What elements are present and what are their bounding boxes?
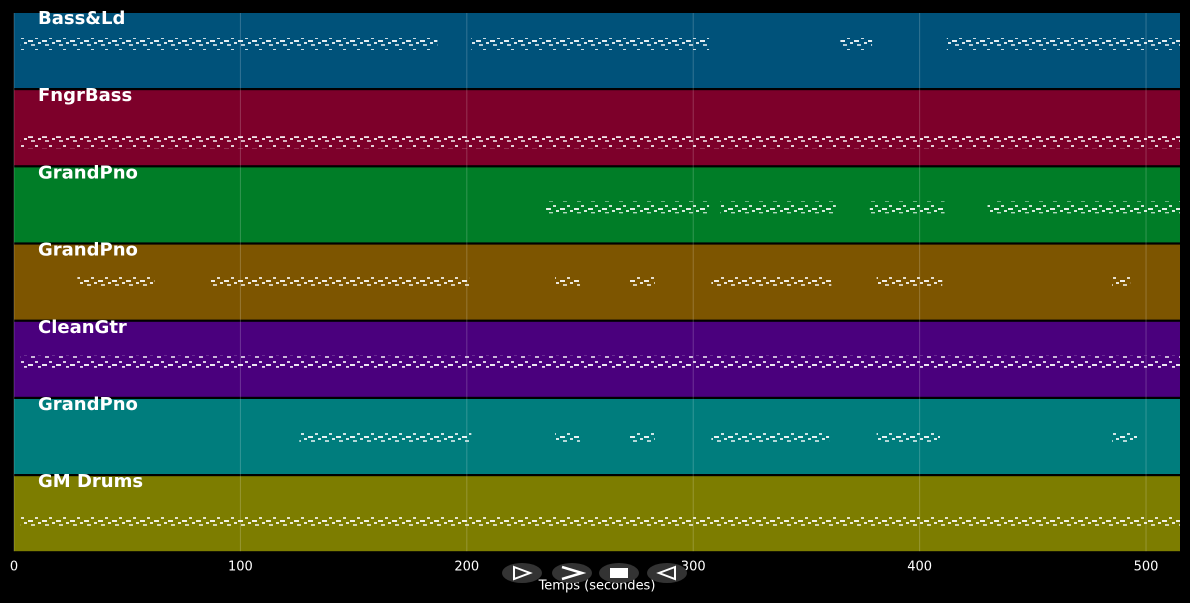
track-lane: [14, 476, 1180, 552]
note-segment: [876, 431, 941, 443]
x-axis: 0 100 200 300 400 500: [10, 13, 1159, 575]
note-segment: [840, 38, 873, 50]
note-segment: [946, 38, 1180, 50]
note-segment: [20, 136, 1180, 149]
x-tick-label: 300: [681, 560, 706, 575]
note-segment: [555, 431, 581, 443]
x-tick-label: 200: [454, 560, 479, 575]
track-name: Bass&Ld: [38, 8, 125, 29]
note-segment: [629, 431, 655, 443]
track-name: GrandPno: [38, 240, 138, 261]
note-segment: [720, 201, 836, 214]
note-segment: [299, 431, 472, 443]
note-segment: [1112, 431, 1137, 443]
track-lane: [14, 13, 1180, 88]
x-tick-label: 400: [907, 560, 932, 575]
x-tick-label: 0: [10, 560, 18, 575]
note-segment: [876, 275, 943, 288]
track-name: GM Drums: [38, 471, 143, 492]
forward-button[interactable]: [552, 563, 592, 583]
note-segment: [546, 201, 710, 214]
note-segment: [711, 275, 832, 288]
track-lane: [14, 90, 1180, 166]
note-segment: [987, 201, 1180, 214]
note-segment: [77, 275, 155, 288]
note-segment: [711, 431, 830, 443]
lanes: Bass&Ld FngrBass GrandPno GrandPno CleanGtr G…: [14, 8, 1180, 552]
x-tick-label: 500: [1134, 560, 1159, 575]
note-segment: [20, 514, 1180, 527]
note-segment: [20, 38, 438, 50]
track-name: GrandPno: [38, 394, 138, 415]
note-segment: [471, 38, 710, 50]
track-name: FngrBass: [38, 85, 132, 106]
note-segment: [1112, 275, 1131, 288]
note-segment: [869, 201, 945, 214]
stop-button[interactable]: [599, 563, 639, 583]
transport-controls: [502, 563, 687, 583]
track-lane: [14, 244, 1180, 320]
track-name: CleanGtr: [38, 317, 127, 338]
note-segment: [210, 275, 470, 288]
note-segment: [555, 275, 581, 288]
rewind-button[interactable]: [647, 563, 687, 583]
x-tick-label: 100: [228, 560, 253, 575]
x-axis-label: Temps (secondes): [538, 579, 656, 594]
track-name: GrandPno: [38, 162, 138, 183]
note-segment: [20, 355, 1180, 368]
note-segment: [629, 275, 655, 288]
play-button[interactable]: [502, 563, 542, 583]
track-lane: [14, 399, 1180, 474]
